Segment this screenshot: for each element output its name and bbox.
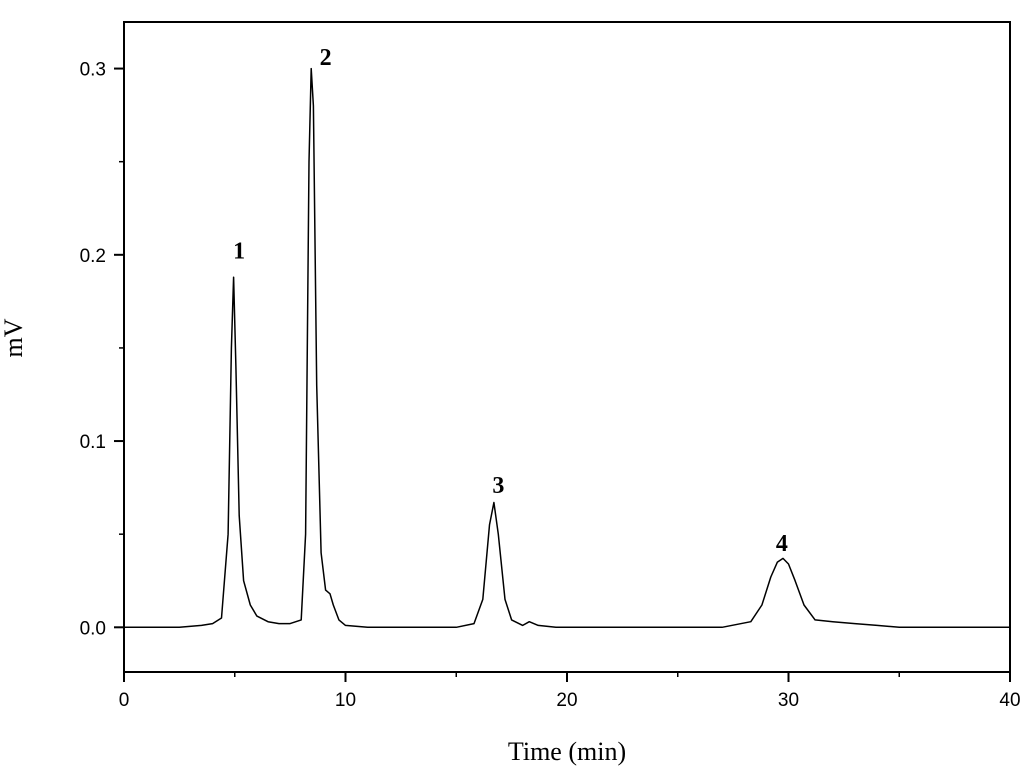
peak-label: 4	[776, 531, 788, 557]
peak-label: 1	[233, 239, 245, 265]
x-tick-label: 0	[119, 690, 130, 711]
y-axis-ticks: 0.0 0.1 0.2 0.3	[80, 60, 124, 639]
peak-label: 3	[492, 473, 504, 499]
x-tick-label: 40	[999, 690, 1020, 711]
y-tick-label: 0.2	[80, 246, 106, 267]
x-axis-title: Time (min)	[508, 737, 626, 766]
plot-frame	[123, 21, 1011, 673]
x-tick-label: 30	[778, 690, 799, 711]
y-axis-title: mV	[0, 318, 28, 357]
x-axis-ticks: 0 10 20 30 40	[119, 672, 1021, 711]
peak-label: 2	[320, 45, 332, 71]
chromatogram-line	[124, 67, 1010, 629]
x-tick-label: 20	[556, 690, 577, 711]
y-tick-label: 0.0	[80, 618, 106, 639]
peak-labels: 1 2 3 4	[233, 45, 788, 557]
y-tick-label: 0.1	[80, 432, 106, 453]
x-tick-label: 10	[335, 690, 356, 711]
y-tick-label: 0.3	[80, 60, 106, 81]
